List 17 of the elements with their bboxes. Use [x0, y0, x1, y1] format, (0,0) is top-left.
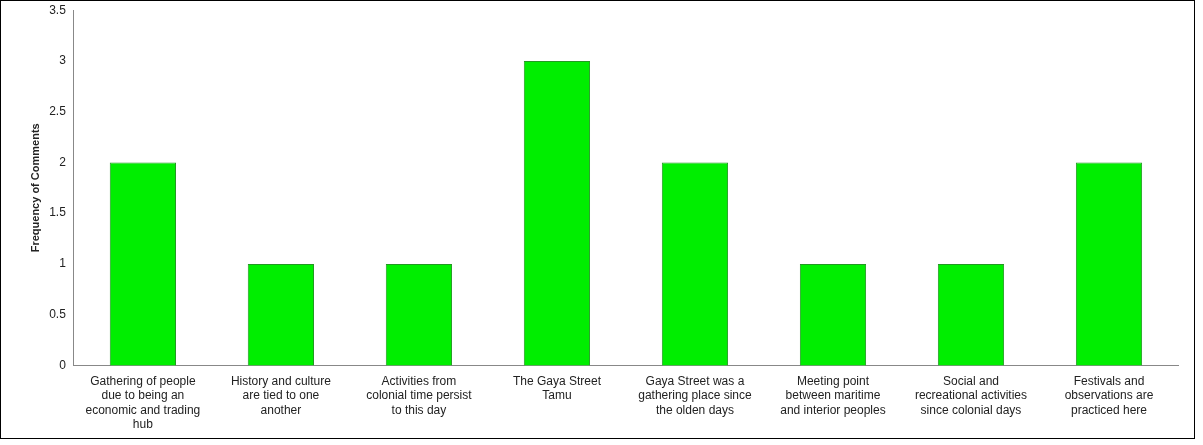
y-tick-label: 1: [59, 256, 67, 271]
y-tick-label: 3: [59, 53, 67, 68]
x-tick-label: Festivals and observations are practiced here: [1064, 373, 1154, 417]
y-tick-label: 1.5: [49, 205, 67, 220]
y-tick-label: 0.5: [49, 306, 67, 321]
x-tick-label: History and culture are tied to one another: [230, 373, 332, 417]
x-tick-label: Gathering of people due to being an economic and trading hub: [85, 373, 201, 432]
y-tick-label: 2.5: [49, 104, 67, 118]
x-tick-label: Social and recreational activities since colonial days: [914, 373, 1028, 417]
x-tick-label: Activities from colonial time persist to this day: [366, 373, 473, 417]
y-tick-label: 3.5: [49, 2, 67, 17]
y-axis-title: Frequency of Comments: [28, 123, 41, 253]
x-tick-label: Gaya Street was a gathering place since the olden days: [638, 373, 752, 417]
x-tick-label: Meeting point between maritime and interior peoples: [780, 373, 886, 417]
y-tick-label: 2: [59, 154, 67, 169]
y-tick-label: 0: [59, 357, 67, 372]
x-tick-label: The Gaya Street Tamu: [512, 373, 602, 403]
